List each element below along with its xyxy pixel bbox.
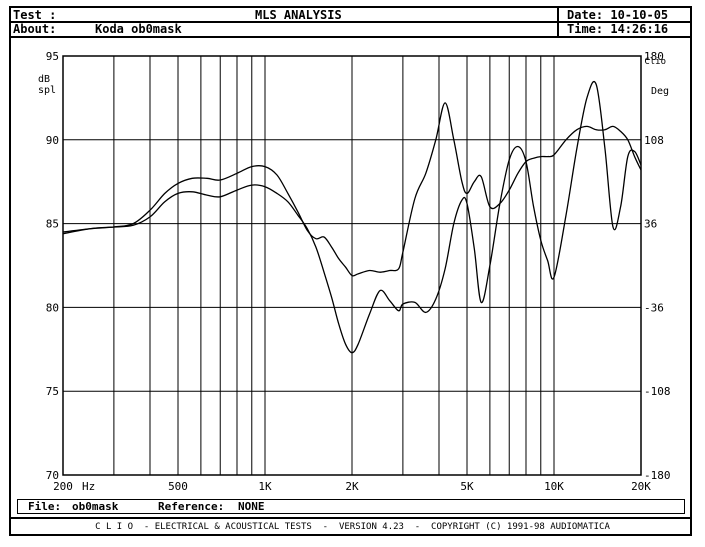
about-value: Koda ob0mask — [95, 22, 182, 36]
y2-tick-label: -108 — [644, 385, 671, 398]
header-divider-1 — [10, 21, 691, 23]
date-column-divider — [557, 7, 559, 37]
y-axis-label: spl — [38, 85, 56, 96]
y-tick-label: 75 — [46, 385, 59, 398]
header-divider-2 — [10, 36, 691, 38]
y-tick-label: 90 — [46, 134, 59, 147]
y2-tick-label: -36 — [644, 301, 664, 314]
y2-tick-label: -180 — [644, 469, 671, 482]
copyright-line: C L I O - ELECTRICAL & ACOUSTICAL TESTS … — [95, 522, 610, 532]
y-tick-label: 80 — [46, 301, 59, 314]
y-tick-label: 70 — [46, 469, 59, 482]
file-label: File: — [28, 500, 62, 513]
response-curve-2 — [62, 102, 642, 277]
x-tick-label: 500 — [168, 480, 188, 493]
x-axis-label: Hz — [82, 480, 95, 493]
x-tick-label: 5K — [460, 480, 474, 493]
file-value: ob0mask — [72, 500, 119, 513]
x-tick-label: 1K — [258, 480, 272, 493]
y-tick-label: 85 — [46, 218, 59, 231]
x-tick-label: 200 — [53, 480, 73, 493]
x-tick-label: 10K — [544, 480, 564, 493]
date-value: Date: 10-10-05 — [567, 8, 669, 22]
analysis-title: MLS ANALYSIS — [255, 8, 342, 22]
reference-label: Reference: — [158, 500, 225, 513]
x-tick-label: 20K — [631, 480, 651, 493]
file-info-box — [17, 499, 685, 514]
footer-divider — [10, 517, 691, 519]
x-tick-label: 2K — [345, 480, 359, 493]
y-tick-label: 95 — [46, 50, 59, 63]
reference-value: NONE — [238, 500, 265, 513]
y2-axis-label: Deg — [651, 86, 669, 97]
clio-brand-mark: Clio — [644, 57, 666, 67]
y-axis-label: dB — [38, 74, 50, 85]
response-curve-1 — [62, 80, 642, 354]
y2-tick-label: 180 — [644, 50, 664, 63]
about-label: About: — [13, 22, 57, 36]
y2-tick-label: 36 — [644, 218, 657, 231]
time-value: Time: 14:26:16 — [567, 22, 669, 36]
window-frame — [9, 6, 692, 536]
y2-tick-label: 108 — [644, 134, 664, 147]
test-label: Test : — [13, 8, 57, 22]
